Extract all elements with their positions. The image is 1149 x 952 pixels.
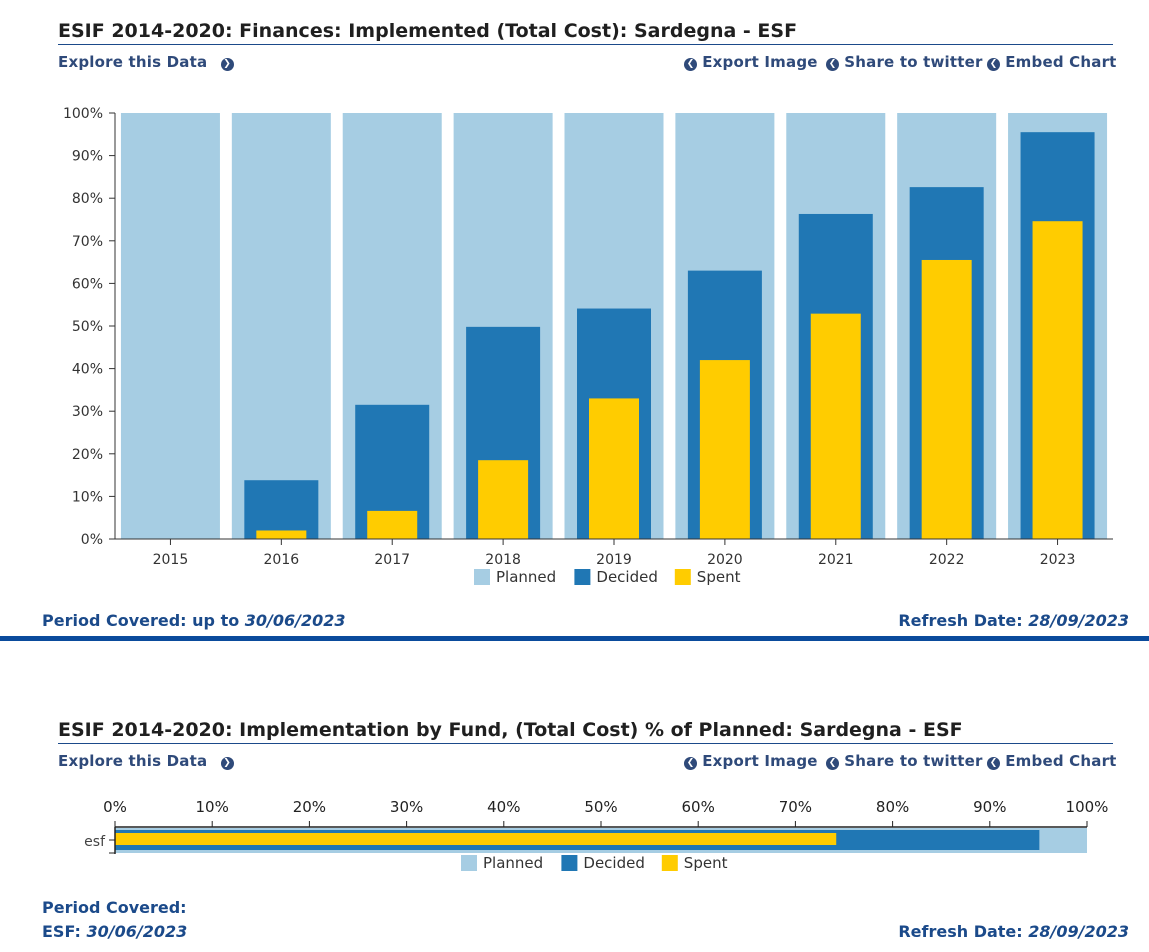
refresh-date-label: Refresh Date: xyxy=(898,611,1023,630)
y-tick-label: 100% xyxy=(63,106,103,122)
export-image-link-1[interactable]: ❮ Export Image xyxy=(684,53,818,71)
x-tick-label: 40% xyxy=(487,798,520,816)
bar-decided xyxy=(244,480,319,539)
chevron-right-circle-icon: ❯ xyxy=(220,58,234,71)
legend-swatch xyxy=(661,855,678,871)
y-tick-label: 70% xyxy=(72,234,103,250)
y-tick-label: 20% xyxy=(72,447,103,463)
chevron-left-circle-icon: ❮ xyxy=(826,58,839,71)
explore-data-link-2[interactable]: Explore this Data ❯ xyxy=(58,752,234,770)
chevron-left-circle-icon: ❮ xyxy=(987,58,1000,71)
y-category-label: esf xyxy=(84,834,106,850)
legend-swatch xyxy=(561,855,578,871)
refresh-date-value: 28/09/2023 xyxy=(1028,611,1129,630)
explore-data-label: Explore this Data xyxy=(58,752,208,770)
legend-label: Spent xyxy=(684,854,728,872)
y-tick-label: 40% xyxy=(72,362,103,378)
refresh-date-value: 28/09/2023 xyxy=(1028,922,1129,941)
chart2-title: ESIF 2014-2020: Implementation by Fund, … xyxy=(58,719,1113,744)
period-covered-1: Period Covered: up to 30/06/2023 xyxy=(42,611,346,630)
chevron-right-circle-icon: ❯ xyxy=(220,757,234,770)
x-tick-label: 80% xyxy=(876,798,909,816)
bar-planned xyxy=(231,113,331,539)
chevron-left-circle-icon: ❮ xyxy=(987,757,1000,770)
explore-data-link-1[interactable]: Explore this Data ❯ xyxy=(58,53,234,71)
chart1-bar-chart: 2015 2016 2017 2018 2019 2020 2021 2022 2023 0% 10… xyxy=(63,106,1113,586)
x-tick-label: 10% xyxy=(196,798,229,816)
period-covered-label: Period Covered: xyxy=(42,898,187,917)
bar-spent xyxy=(478,460,529,539)
share-twitter-link-2[interactable]: ❮ Share to twitter xyxy=(826,752,983,770)
y-tick-label: 10% xyxy=(72,489,103,505)
legend-label: Decided xyxy=(583,854,644,872)
x-tick-label: 2015 xyxy=(153,552,189,568)
period-fund-label: ESF: xyxy=(42,922,81,941)
x-tick-label: 0% xyxy=(103,798,127,816)
bar-spent xyxy=(810,313,861,539)
bar-spent xyxy=(1032,221,1083,539)
bar-spent xyxy=(589,398,639,539)
y-tick-label: 80% xyxy=(72,191,103,207)
export-image-label: Export Image xyxy=(702,53,818,71)
x-tick-label: 2018 xyxy=(485,552,521,568)
legend-swatch xyxy=(474,569,490,585)
bar-spent xyxy=(921,259,972,539)
bar-spent xyxy=(699,360,750,539)
period-covered-value: 30/06/2023 xyxy=(244,611,346,630)
x-tick-label: 100% xyxy=(1066,798,1109,816)
x-tick-label: 2021 xyxy=(818,552,854,568)
embed-chart-label: Embed Chart xyxy=(1005,53,1117,71)
legend-swatch xyxy=(674,569,691,585)
chevron-left-circle-icon: ❮ xyxy=(826,757,839,770)
share-twitter-link-1[interactable]: ❮ Share to twitter xyxy=(826,53,983,71)
x-tick-label: 60% xyxy=(682,798,715,816)
chart2-hbar-chart: 0% 10% 20% 30% 40% 50% 60% 70% 80% 90% 100% esf Plan… xyxy=(84,798,1109,872)
share-twitter-label: Share to twitter xyxy=(844,752,983,770)
chevron-left-circle-icon: ❮ xyxy=(684,58,697,71)
x-tick-label: 2016 xyxy=(264,552,300,568)
period-covered-value: 30/06/2023 xyxy=(86,922,188,941)
export-image-label: Export Image xyxy=(702,752,818,770)
legend-label: Spent xyxy=(697,568,741,586)
embed-chart-link-2[interactable]: ❮ Embed Chart xyxy=(987,752,1117,770)
legend-label: Planned xyxy=(483,854,543,872)
period-covered-label: Period Covered: up to xyxy=(42,611,240,630)
x-tick-label: 2023 xyxy=(1040,552,1076,568)
hbar-spent xyxy=(115,833,837,845)
export-image-link-2[interactable]: ❮ Export Image xyxy=(684,752,818,770)
bar-spent xyxy=(367,510,418,539)
section-divider xyxy=(0,636,1149,641)
refresh-date-label: Refresh Date: xyxy=(898,922,1023,941)
period-covered-esf: ESF: 30/06/2023 xyxy=(42,922,187,941)
x-tick-label: 30% xyxy=(390,798,423,816)
y-tick-label: 90% xyxy=(72,149,103,165)
x-tick-label: 2019 xyxy=(596,552,632,568)
refresh-date-1: Refresh Date: 28/09/2023 xyxy=(898,611,1129,630)
bar-planned xyxy=(120,113,220,539)
x-tick-label: 90% xyxy=(973,798,1006,816)
legend-label: Planned xyxy=(496,568,556,586)
y-tick-label: 60% xyxy=(72,276,103,292)
share-twitter-label: Share to twitter xyxy=(844,53,983,71)
period-covered-2: Period Covered: xyxy=(42,898,187,917)
x-tick-label: 50% xyxy=(584,798,617,816)
embed-chart-label: Embed Chart xyxy=(1005,752,1117,770)
x-tick-label: 2017 xyxy=(374,552,410,568)
x-tick-label: 2022 xyxy=(929,552,965,568)
embed-chart-link-1[interactable]: ❮ Embed Chart xyxy=(987,53,1117,71)
refresh-date-2: Refresh Date: 28/09/2023 xyxy=(898,922,1129,941)
bar-spent xyxy=(256,530,307,539)
legend-swatch xyxy=(574,569,591,585)
x-tick-label: 70% xyxy=(779,798,812,816)
y-tick-label: 50% xyxy=(72,319,103,335)
legend-label: Decided xyxy=(596,568,657,586)
x-tick-label: 20% xyxy=(293,798,326,816)
chevron-left-circle-icon: ❮ xyxy=(684,757,697,770)
legend-swatch xyxy=(461,855,477,871)
y-tick-label: 30% xyxy=(72,404,103,420)
chart1-title: ESIF 2014-2020: Finances: Implemented (T… xyxy=(58,20,1113,45)
y-tick-label: 0% xyxy=(81,532,103,548)
x-tick-label: 2020 xyxy=(707,552,743,568)
explore-data-label: Explore this Data xyxy=(58,53,208,71)
